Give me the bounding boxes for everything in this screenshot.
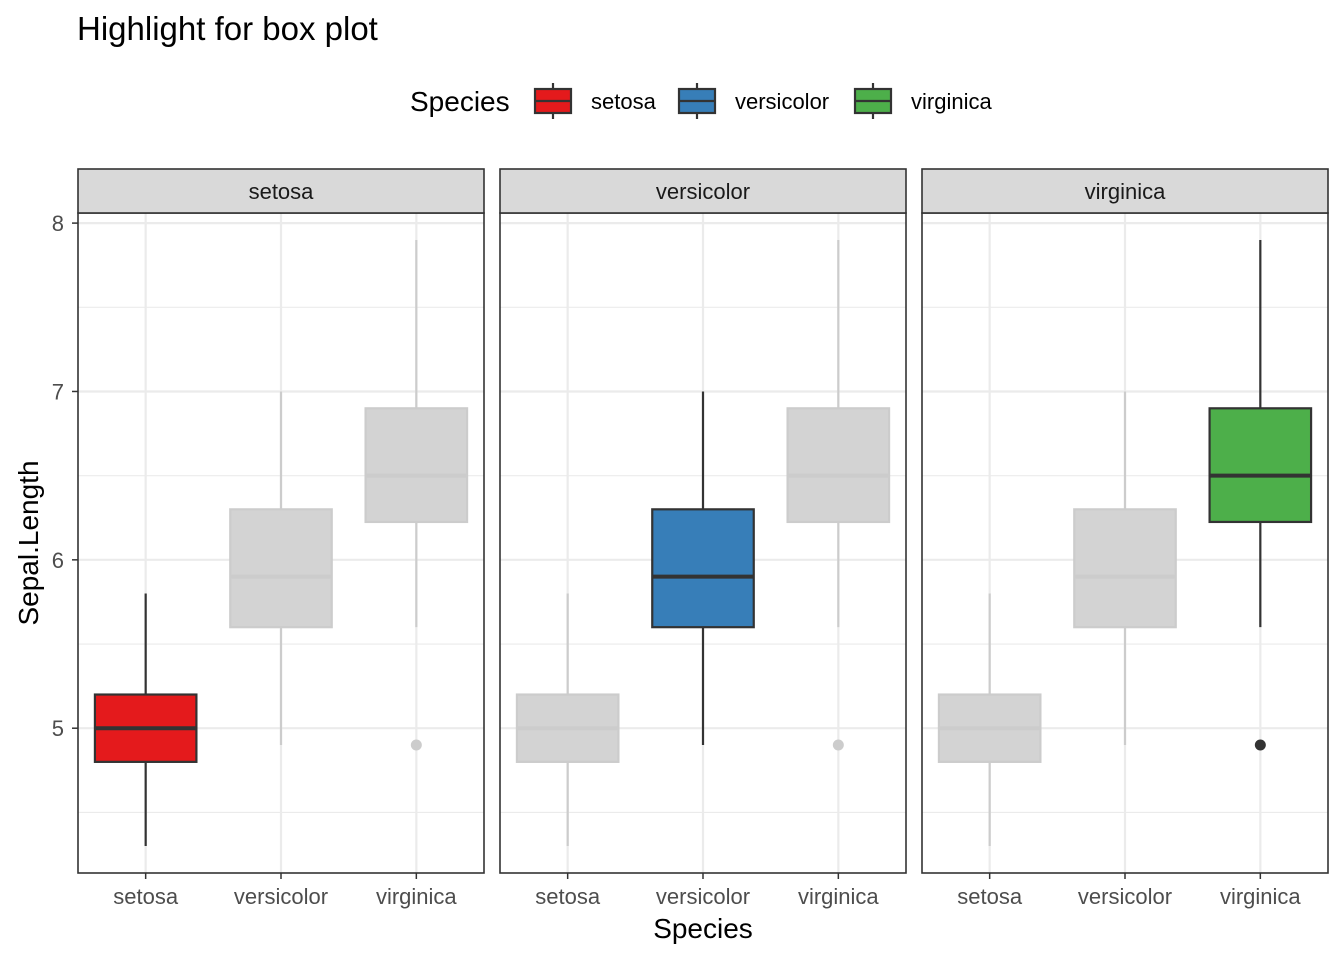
y-tick-label: 6 (52, 548, 64, 573)
x-tick-label: setosa (957, 884, 1023, 909)
box-body (786, 407, 891, 524)
x-tick-label: virginica (1220, 884, 1301, 909)
y-tick-label: 5 (52, 716, 64, 741)
legend-item-versicolor: versicolor (677, 83, 829, 119)
legend-label: versicolor (735, 89, 829, 114)
outlier-point (410, 739, 422, 751)
legend-label: virginica (911, 89, 992, 114)
facet-panel-versicolor: versicolor setosa versicolor virginica (499, 168, 907, 909)
x-tick-label: setosa (113, 884, 179, 909)
box-body (1073, 508, 1177, 629)
x-axis-title: Species (653, 913, 753, 944)
x-tick-label: virginica (798, 884, 879, 909)
box-body (229, 508, 333, 629)
box-virginica-dimmed (786, 239, 891, 751)
facet-strip-label: virginica (1085, 179, 1166, 204)
box-virginica-dimmed (364, 239, 469, 751)
box-setosa-dimmed (515, 593, 620, 847)
legend-title: Species (410, 86, 510, 117)
legend-item-virginica: virginica (853, 83, 992, 119)
facet-panel-virginica: virginica setosa versicolor virginica (921, 168, 1329, 909)
box-versicolor-dimmed (1073, 391, 1177, 746)
facet-panel-setosa: setosa setosa versicolor virginica (77, 168, 485, 909)
x-tick-label: versicolor (656, 884, 750, 909)
chart-title: Highlight for box plot (77, 10, 378, 47)
facet-strip (921, 168, 1329, 214)
x-tick-label: virginica (376, 884, 457, 909)
outlier-point (832, 739, 844, 751)
legend-label: setosa (591, 89, 657, 114)
box-setosa-dimmed (937, 593, 1042, 847)
box-body (651, 508, 755, 629)
y-axis: 5 6 7 8 (52, 211, 78, 741)
facet-strip-label: setosa (249, 179, 315, 204)
x-tick-label: versicolor (1078, 884, 1172, 909)
box-setosa-highlighted (93, 593, 198, 847)
box-body (1208, 407, 1313, 524)
y-axis-title: Sepal.Length (13, 460, 44, 625)
facet-strip (77, 168, 485, 214)
x-tick-label: setosa (535, 884, 601, 909)
box-versicolor-highlighted (651, 391, 755, 746)
legend-item-setosa: setosa (533, 83, 657, 119)
y-tick-label: 8 (52, 211, 64, 236)
legend: Species setosa versicolor virginica (410, 83, 992, 119)
legend-items: setosa versicolor virginica (533, 83, 992, 119)
box-body (364, 407, 469, 524)
x-tick-label: versicolor (234, 884, 328, 909)
box-versicolor-dimmed (229, 391, 333, 746)
facet-strip (499, 168, 907, 214)
outlier-point (1254, 739, 1266, 751)
facet-strip-label: versicolor (656, 179, 750, 204)
box-virginica-highlighted (1208, 239, 1313, 751)
y-tick-label: 7 (52, 379, 64, 404)
